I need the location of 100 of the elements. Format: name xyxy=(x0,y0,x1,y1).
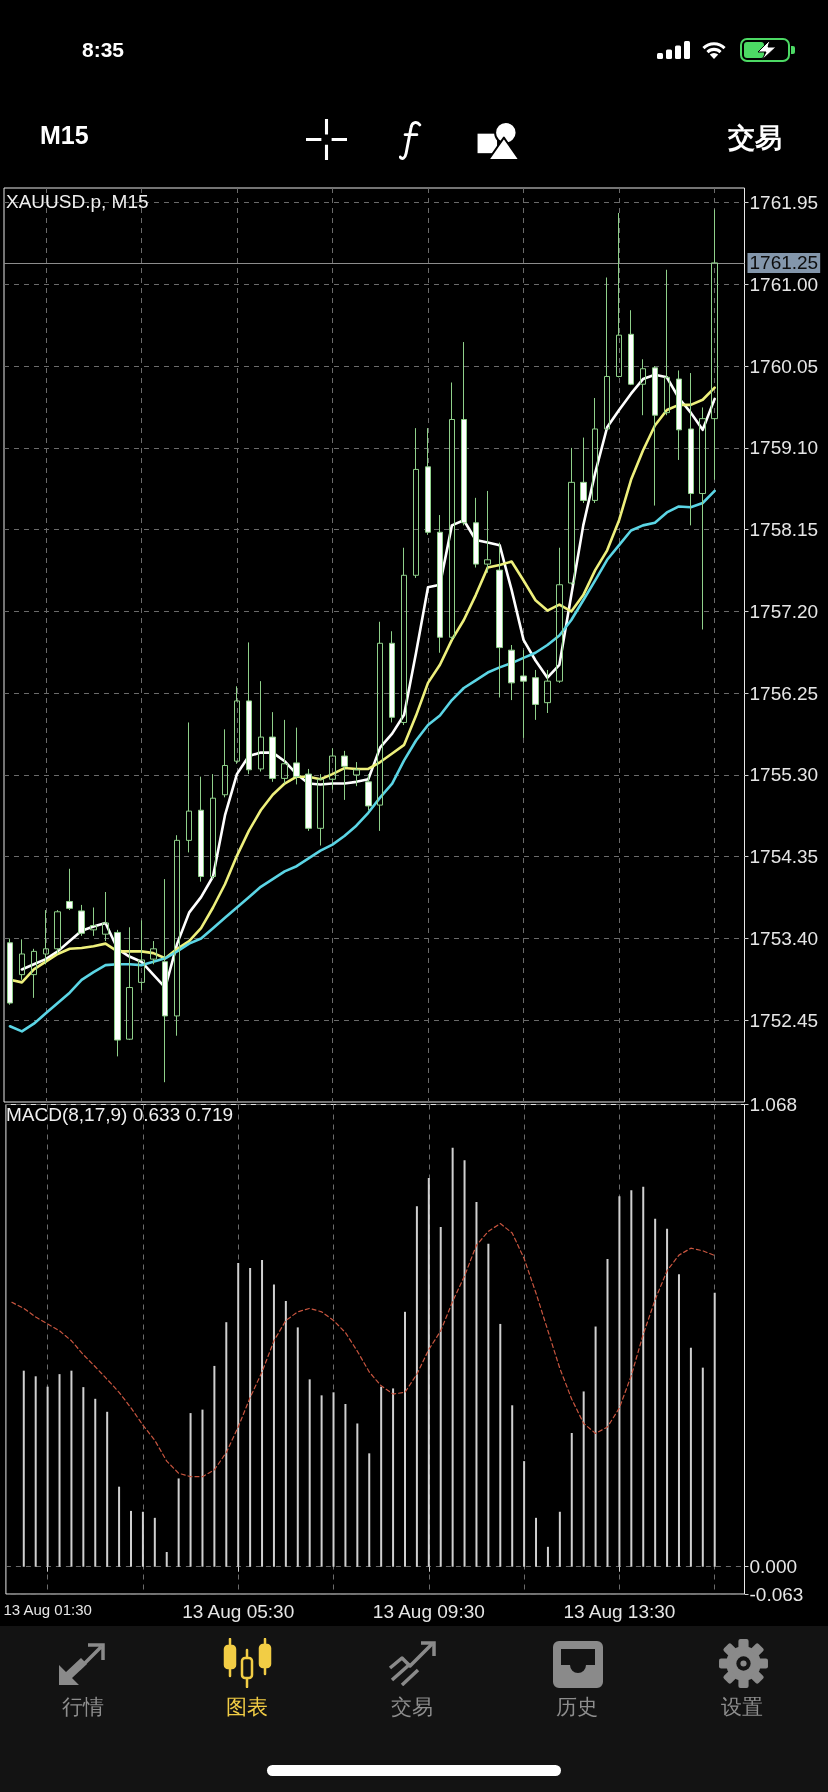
bar xyxy=(499,1323,502,1567)
candlestick xyxy=(281,719,288,785)
x-tick-label: 13 Aug 13:30 xyxy=(563,1601,676,1622)
ref-line-label: 1761.25 xyxy=(749,252,819,274)
bar xyxy=(439,1226,442,1567)
candlestick xyxy=(520,649,527,739)
candlestick xyxy=(640,358,646,416)
candlestick xyxy=(210,773,216,880)
candlestick xyxy=(293,727,300,785)
candlestick xyxy=(317,773,324,847)
text: 设置 xyxy=(721,1694,763,1720)
bar xyxy=(487,1243,490,1567)
candlestick xyxy=(174,834,180,1037)
y-tick-label: 0.000 xyxy=(749,1556,798,1578)
bar xyxy=(654,1218,657,1567)
bar xyxy=(201,1409,204,1567)
candlestick xyxy=(269,711,276,783)
candlestick xyxy=(604,277,610,431)
bar xyxy=(284,1300,287,1567)
bar xyxy=(261,1259,264,1567)
bar xyxy=(141,1511,144,1567)
bar xyxy=(165,1552,168,1567)
bar xyxy=(666,1228,669,1567)
bar xyxy=(451,1147,454,1567)
candlestick xyxy=(484,490,491,574)
candlestick xyxy=(7,937,13,1006)
y-tick-label: 1759.10 xyxy=(749,437,819,459)
bar xyxy=(58,1374,61,1567)
bar xyxy=(701,1367,704,1567)
bar xyxy=(570,1433,573,1567)
candlestick xyxy=(628,309,634,386)
bar xyxy=(320,1395,323,1567)
candlestick xyxy=(43,909,49,965)
candlestick xyxy=(556,547,563,684)
candlestick xyxy=(19,938,25,981)
y-tick-label: 1756.25 xyxy=(749,682,819,704)
candlestick xyxy=(699,406,706,631)
candlestick xyxy=(329,747,336,791)
bar xyxy=(296,1327,299,1567)
candlestick xyxy=(449,382,455,641)
y-tick-label: 1760.05 xyxy=(749,355,819,377)
candlestick xyxy=(377,621,383,832)
bar xyxy=(594,1326,597,1567)
candlestick xyxy=(496,542,503,698)
text: M15 xyxy=(40,120,89,150)
candlestick xyxy=(425,427,431,536)
candlestick xyxy=(580,437,587,504)
text: 交易 xyxy=(391,1694,433,1720)
text: 8:35 xyxy=(81,37,125,63)
bar xyxy=(558,1511,561,1567)
candlestick xyxy=(341,750,348,801)
candlestick xyxy=(413,427,419,579)
bar xyxy=(189,1413,192,1567)
candlestick xyxy=(198,776,204,883)
bar xyxy=(403,1311,406,1567)
bar xyxy=(677,1274,680,1567)
line-series xyxy=(8,489,716,1033)
candlestick xyxy=(222,728,228,798)
y-tick-label: 1761.00 xyxy=(749,273,819,295)
bar xyxy=(22,1370,25,1567)
bar xyxy=(535,1517,538,1567)
candlestick xyxy=(258,680,264,773)
bar xyxy=(546,1546,549,1567)
candlestick xyxy=(54,909,61,955)
bar xyxy=(177,1478,180,1567)
bar xyxy=(368,1453,371,1567)
candlestick xyxy=(437,514,443,654)
bar xyxy=(463,1160,466,1567)
bar xyxy=(523,1461,526,1567)
candlestick xyxy=(66,868,73,911)
bar xyxy=(34,1376,37,1567)
candlestick xyxy=(246,641,252,775)
chart-title: MACD(8,17,9) 0.633 0.719 xyxy=(6,1104,234,1125)
candlestick xyxy=(305,768,312,832)
bar xyxy=(415,1206,418,1567)
x-tick-label: 13 Aug 01:30 xyxy=(3,1601,92,1618)
candlestick xyxy=(31,948,37,999)
bar xyxy=(630,1190,633,1567)
bar xyxy=(713,1292,716,1567)
line-series xyxy=(11,1222,716,1478)
y-tick-label: 1.068 xyxy=(749,1094,798,1115)
candlestick xyxy=(568,447,575,586)
bar xyxy=(225,1322,228,1567)
y-tick-label: 1761.95 xyxy=(749,192,819,214)
candlestick xyxy=(401,547,407,726)
bar xyxy=(272,1284,275,1567)
candlestick xyxy=(186,721,192,853)
candlestick xyxy=(616,212,622,378)
bar xyxy=(213,1365,216,1567)
bar xyxy=(82,1387,85,1567)
bar xyxy=(392,1388,395,1567)
candlestick xyxy=(126,926,133,1041)
bar xyxy=(356,1423,359,1567)
candlestick xyxy=(544,669,551,714)
y-tick-label: 1755.30 xyxy=(749,764,819,786)
chart-title: XAUUSD.p, M15 xyxy=(6,191,149,212)
bar xyxy=(511,1405,514,1567)
bar xyxy=(332,1392,335,1567)
bar xyxy=(130,1510,132,1567)
bar xyxy=(344,1404,347,1567)
